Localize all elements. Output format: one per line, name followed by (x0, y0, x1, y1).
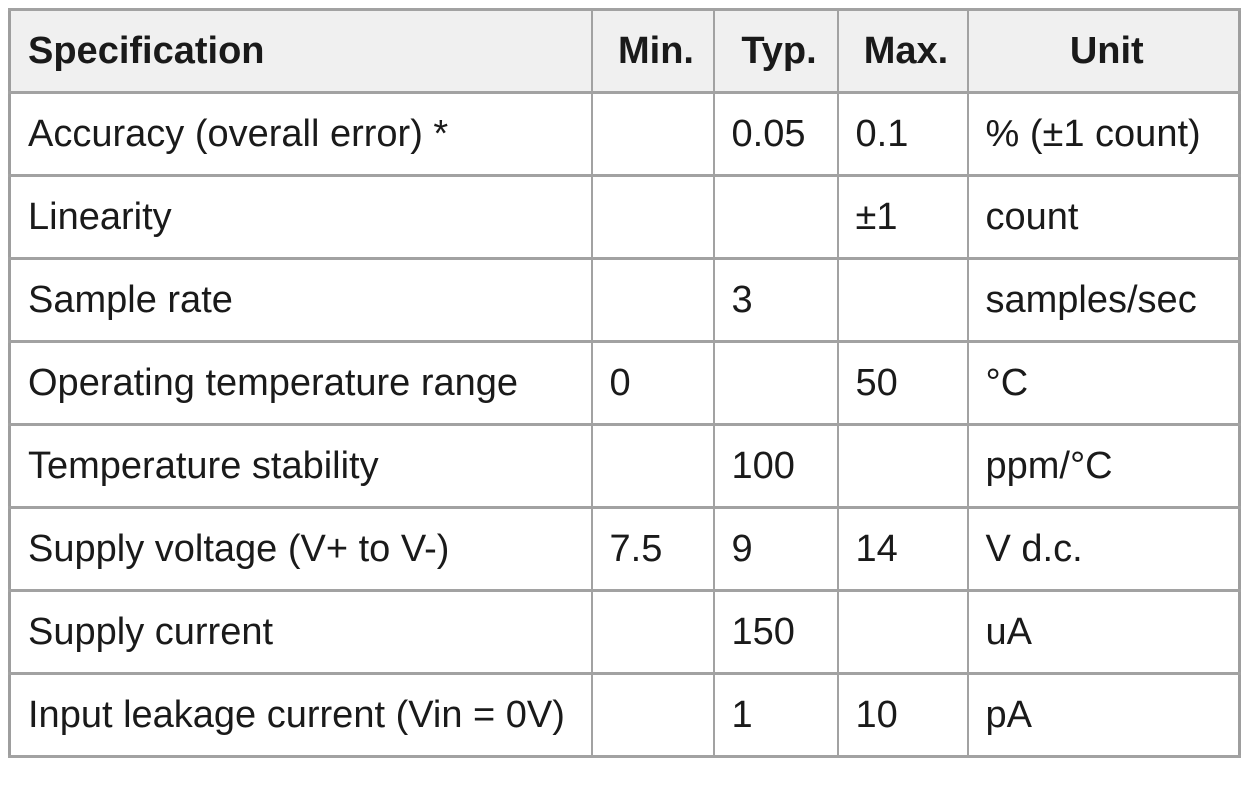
cell-min: 0 (590, 340, 715, 426)
specification-table: Specification Min. Typ. Max. Unit Accura… (8, 8, 1241, 758)
cell-unit: ppm/°C (966, 423, 1241, 509)
cell-unit: % (±1 count) (966, 91, 1241, 177)
table-row: Supply voltage (V+ to V-) 7.5 9 14 V d.c… (8, 506, 1241, 592)
cell-spec: Input leakage current (Vin = 0V) (8, 672, 593, 758)
cell-unit: count (966, 174, 1241, 260)
cell-spec: Operating temperature range (8, 340, 593, 426)
cell-max: ±1 (836, 174, 969, 260)
cell-min (590, 423, 715, 509)
table-row: Supply current 150 uA (8, 589, 1241, 675)
cell-min (590, 174, 715, 260)
cell-unit: V d.c. (966, 506, 1241, 592)
cell-min (590, 589, 715, 675)
cell-max (836, 589, 969, 675)
cell-spec: Linearity (8, 174, 593, 260)
table-row: Linearity ±1 count (8, 174, 1241, 260)
cell-unit: samples/sec (966, 257, 1241, 343)
cell-max (836, 423, 969, 509)
cell-unit: °C (966, 340, 1241, 426)
column-header-specification: Specification (8, 8, 593, 94)
cell-spec: Temperature stability (8, 423, 593, 509)
cell-typ: 1 (712, 672, 839, 758)
cell-typ (712, 340, 839, 426)
column-header-max: Max. (836, 8, 969, 94)
cell-typ: 0.05 (712, 91, 839, 177)
cell-unit: pA (966, 672, 1241, 758)
column-header-unit: Unit (966, 8, 1241, 94)
table-row: Operating temperature range 0 50 °C (8, 340, 1241, 426)
cell-min: 7.5 (590, 506, 715, 592)
cell-min (590, 257, 715, 343)
column-header-min: Min. (590, 8, 715, 94)
cell-typ (712, 174, 839, 260)
cell-typ: 150 (712, 589, 839, 675)
table-row: Temperature stability 100 ppm/°C (8, 423, 1241, 509)
table-row: Sample rate 3 samples/sec (8, 257, 1241, 343)
cell-spec: Sample rate (8, 257, 593, 343)
cell-spec: Supply voltage (V+ to V-) (8, 506, 593, 592)
cell-min (590, 91, 715, 177)
cell-spec: Accuracy (overall error) * (8, 91, 593, 177)
cell-unit: uA (966, 589, 1241, 675)
column-header-typ: Typ. (712, 8, 839, 94)
cell-typ: 3 (712, 257, 839, 343)
cell-max (836, 257, 969, 343)
cell-typ: 9 (712, 506, 839, 592)
cell-max: 50 (836, 340, 969, 426)
cell-max: 10 (836, 672, 969, 758)
cell-max: 0.1 (836, 91, 969, 177)
table-row: Accuracy (overall error) * 0.05 0.1 % (±… (8, 91, 1241, 177)
cell-spec: Supply current (8, 589, 593, 675)
cell-max: 14 (836, 506, 969, 592)
cell-typ: 100 (712, 423, 839, 509)
cell-min (590, 672, 715, 758)
table-header-row: Specification Min. Typ. Max. Unit (8, 8, 1241, 94)
table-row: Input leakage current (Vin = 0V) 1 10 pA (8, 672, 1241, 758)
